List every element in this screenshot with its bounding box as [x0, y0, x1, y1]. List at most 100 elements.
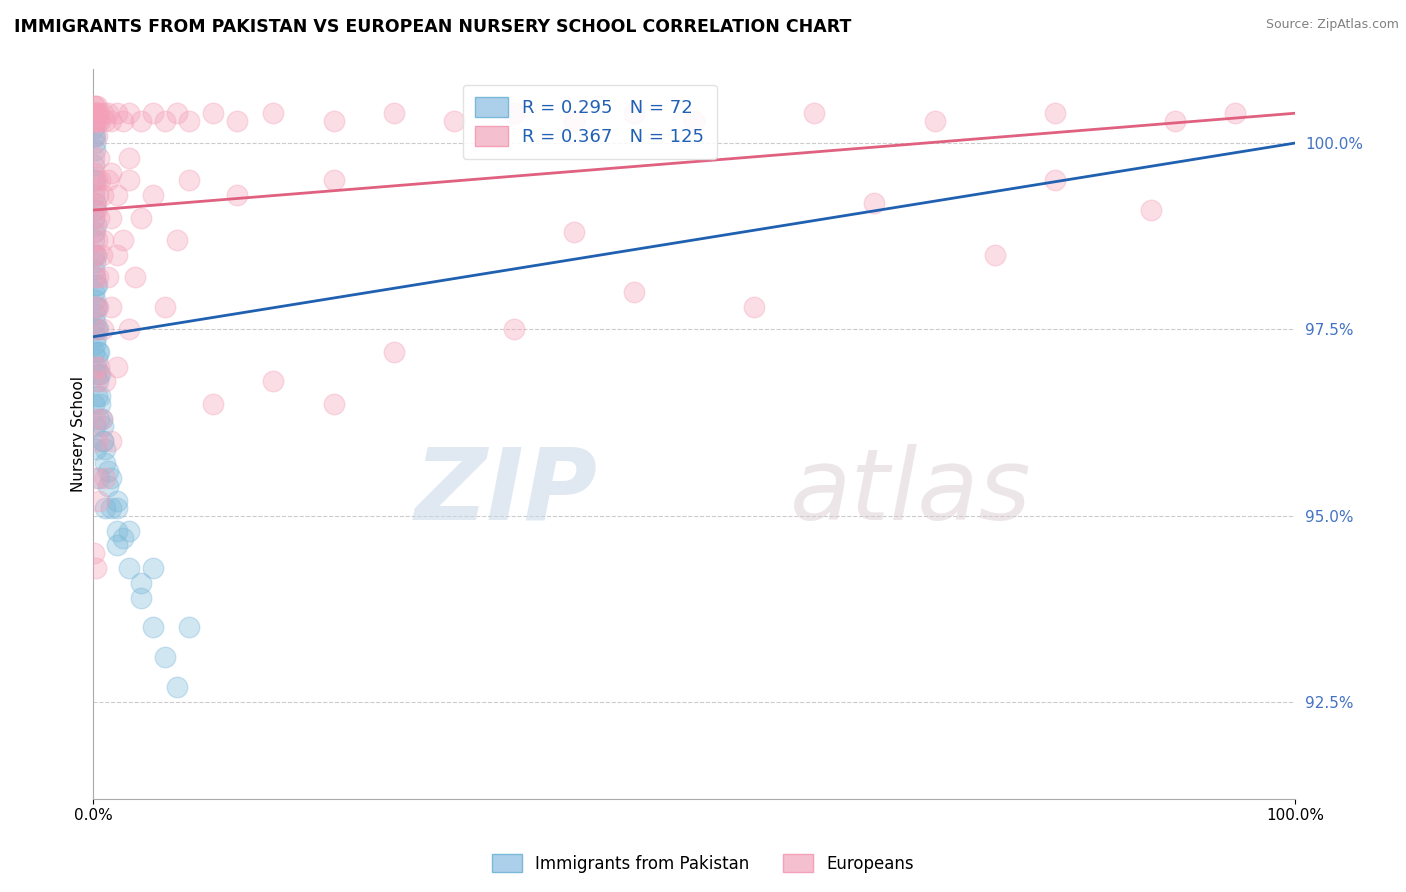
Point	[100, 300, 122, 314]
Point	[166, 106, 188, 120]
Point	[91, 322, 114, 336]
Point	[118, 151, 141, 165]
Point	[97, 464, 120, 478]
Point	[84, 128, 107, 143]
Point	[263, 375, 285, 389]
Point	[322, 397, 344, 411]
Text: IMMIGRANTS FROM PAKISTAN VS EUROPEAN NURSERY SCHOOL CORRELATION CHART: IMMIGRANTS FROM PAKISTAN VS EUROPEAN NUR…	[14, 18, 852, 36]
Point	[155, 300, 177, 314]
Point	[97, 479, 120, 493]
Point	[179, 173, 201, 187]
Point	[84, 315, 107, 329]
Point	[84, 471, 107, 485]
Point	[84, 203, 107, 218]
Point	[89, 493, 111, 508]
Point	[803, 106, 825, 120]
Point	[129, 113, 152, 128]
Point	[84, 106, 107, 120]
Point	[105, 538, 128, 552]
Point	[202, 106, 225, 120]
Point	[226, 113, 249, 128]
Point	[97, 106, 120, 120]
Point	[84, 411, 107, 425]
Point	[87, 270, 110, 285]
Point	[91, 106, 114, 120]
Point	[83, 158, 105, 172]
Point	[742, 300, 765, 314]
Point	[1043, 106, 1066, 120]
Point	[322, 113, 344, 128]
Point	[142, 188, 165, 202]
Point	[86, 389, 108, 403]
Point	[129, 211, 152, 225]
Point	[89, 151, 111, 165]
Point	[89, 211, 111, 225]
Point	[142, 106, 165, 120]
Point	[105, 188, 128, 202]
Point	[84, 442, 107, 456]
Point	[118, 173, 141, 187]
Point	[94, 442, 117, 456]
Point	[83, 188, 105, 202]
Point	[83, 211, 105, 225]
Text: atlas: atlas	[790, 443, 1032, 541]
Point	[84, 561, 107, 575]
Point	[112, 233, 135, 247]
Point	[84, 248, 107, 262]
Point	[155, 650, 177, 665]
Point	[83, 106, 105, 120]
Point	[94, 457, 117, 471]
Point	[129, 591, 152, 605]
Point	[83, 113, 105, 128]
Point	[179, 113, 201, 128]
Point	[84, 277, 107, 292]
Point	[83, 344, 105, 359]
Point	[322, 173, 344, 187]
Legend: R = 0.295   N = 72, R = 0.367   N = 125: R = 0.295 N = 72, R = 0.367 N = 125	[463, 85, 717, 159]
Y-axis label: Nursery School: Nursery School	[72, 376, 86, 491]
Point	[623, 285, 645, 299]
Point	[1223, 106, 1246, 120]
Point	[87, 300, 110, 314]
Point	[86, 99, 108, 113]
Point	[683, 113, 706, 128]
Point	[179, 620, 201, 634]
Point	[105, 524, 128, 538]
Point	[84, 248, 107, 262]
Point	[118, 106, 141, 120]
Point	[83, 173, 105, 187]
Point	[94, 501, 117, 516]
Point	[84, 322, 107, 336]
Point	[100, 471, 122, 485]
Point	[89, 471, 111, 485]
Point	[84, 300, 107, 314]
Text: ZIP: ZIP	[415, 443, 598, 541]
Point	[382, 106, 405, 120]
Point	[90, 411, 112, 425]
Point	[100, 166, 122, 180]
Point	[83, 226, 105, 240]
Point	[89, 367, 111, 381]
Point	[84, 270, 107, 285]
Point	[91, 419, 114, 434]
Point	[86, 322, 108, 336]
Point	[86, 300, 108, 314]
Point	[382, 344, 405, 359]
Point	[100, 434, 122, 448]
Point	[89, 397, 111, 411]
Point	[118, 322, 141, 336]
Point	[91, 188, 114, 202]
Point	[84, 337, 107, 351]
Point	[83, 211, 105, 225]
Point	[84, 419, 107, 434]
Point	[142, 561, 165, 575]
Point	[105, 106, 128, 120]
Point	[226, 188, 249, 202]
Point	[91, 434, 114, 448]
Point	[86, 233, 108, 247]
Point	[105, 248, 128, 262]
Point	[142, 620, 165, 634]
Point	[1140, 203, 1163, 218]
Point	[89, 359, 111, 374]
Point	[502, 322, 524, 336]
